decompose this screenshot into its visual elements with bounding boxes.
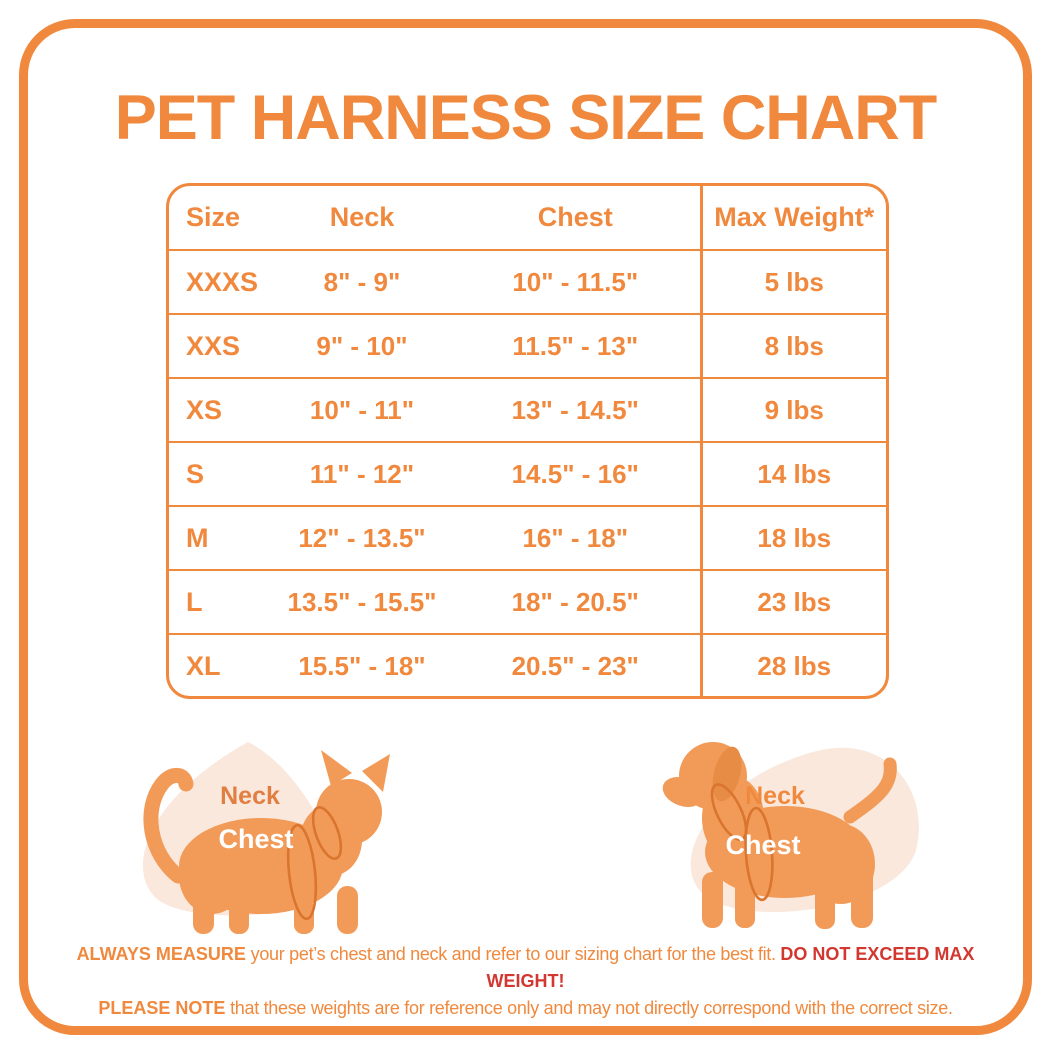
cat-chest-measure-line bbox=[286, 823, 318, 921]
measure-instruction-text: your pet’s chest and neck and refer to o… bbox=[245, 944, 781, 964]
neck-cell: 10" - 11" bbox=[273, 377, 451, 442]
weight-cell: 28 lbs bbox=[699, 633, 886, 696]
weight-cell: 9 lbs bbox=[699, 377, 886, 442]
neck-cell: 9" - 10" bbox=[273, 313, 451, 378]
chest-cell: 20.5" - 23" bbox=[451, 633, 701, 696]
table-row: XS 10" - 11" 13" - 14.5" 9 lbs bbox=[169, 377, 886, 442]
cat-chest-label: Chest bbox=[218, 824, 293, 854]
table-row: M 12" - 13.5" 16" - 18" 18 lbs bbox=[169, 505, 886, 570]
chest-cell: 14.5" - 16" bbox=[451, 441, 701, 506]
note-instruction-text: that these weights are for reference onl… bbox=[225, 998, 953, 1018]
size-cell: L bbox=[169, 569, 273, 634]
weight-cell: 5 lbs bbox=[699, 249, 886, 314]
page-title: PET HARNESS SIZE CHART bbox=[114, 83, 938, 153]
weight-cell: 18 lbs bbox=[699, 505, 886, 570]
cat-neck-label: Neck bbox=[220, 782, 280, 810]
dog-illustration: Neck Chest bbox=[662, 742, 919, 929]
size-cell: XXXS bbox=[169, 249, 273, 314]
chest-cell: 18" - 20.5" bbox=[451, 569, 701, 634]
size-chart-table-container: Size Neck Chest Max Weight* XXXS 8" - 9"… bbox=[166, 183, 889, 699]
table-header-row: Size Neck Chest Max Weight* bbox=[169, 186, 886, 250]
table-row: XXS 9" - 10" 11.5" - 13" 8 lbs bbox=[169, 313, 886, 378]
weight-cell: 8 lbs bbox=[699, 313, 886, 378]
neck-cell: 11" - 12" bbox=[273, 441, 451, 506]
always-measure-text: ALWAYS MEASURE bbox=[76, 944, 246, 964]
chest-cell: 16" - 18" bbox=[451, 505, 701, 570]
neck-cell: 13.5" - 15.5" bbox=[273, 569, 451, 634]
dog-chest-measure-line bbox=[744, 806, 774, 902]
neck-cell: 12" - 13.5" bbox=[273, 505, 451, 570]
size-cell: M bbox=[169, 505, 273, 570]
neck-cell: 8" - 9" bbox=[273, 249, 451, 314]
col-header-size: Size bbox=[186, 202, 241, 232]
col-header-chest: Chest bbox=[537, 202, 613, 232]
cat-silhouette bbox=[143, 750, 390, 934]
col-header-max-weight: Max Weight* bbox=[699, 186, 886, 250]
chest-cell: 10" - 11.5" bbox=[451, 249, 701, 314]
cat-neck-measure-line bbox=[311, 806, 343, 860]
footer-line-1: ALWAYS MEASURE your pet’s chest and neck… bbox=[40, 941, 1011, 995]
size-cell: XXS bbox=[169, 313, 273, 378]
please-note-text: PLEASE NOTE bbox=[98, 998, 226, 1018]
size-table: Size Neck Chest Max Weight* XXXS 8" - 9"… bbox=[169, 186, 886, 696]
size-cell: XS bbox=[169, 377, 273, 442]
max-weight-warning-text: DO NOT EXCEED MAX WEIGHT! bbox=[486, 944, 975, 991]
weight-cell: 14 lbs bbox=[699, 441, 886, 506]
footer-note: ALWAYS MEASURE your pet’s chest and neck… bbox=[40, 941, 1011, 1022]
table-row: XL 15.5" - 18" 20.5" - 23" 28 lbs bbox=[169, 633, 886, 696]
chest-cell: 11.5" - 13" bbox=[451, 313, 701, 378]
size-cell: XL bbox=[169, 633, 273, 696]
col-header-neck: Neck bbox=[329, 202, 395, 232]
table-row: L 13.5" - 15.5" 18" - 20.5" 23 lbs bbox=[169, 569, 886, 634]
neck-cell: 15.5" - 18" bbox=[273, 633, 451, 696]
table-row: XXXS 8" - 9" 10" - 11.5" 5 lbs bbox=[169, 249, 886, 314]
cat-illustration: Neck Chest bbox=[142, 742, 390, 934]
dog-chest-label: Chest bbox=[725, 830, 800, 860]
footer-line-2: PLEASE NOTE that these weights are for r… bbox=[40, 995, 1011, 1022]
dog-ear bbox=[712, 746, 742, 802]
table-row: S 11" - 12" 14.5" - 16" 14 lbs bbox=[169, 441, 886, 506]
size-cell: S bbox=[169, 441, 273, 506]
dog-neck-label: Neck bbox=[745, 782, 805, 810]
chest-cell: 13" - 14.5" bbox=[451, 377, 701, 442]
outer-border-frame bbox=[19, 19, 1032, 1035]
weight-cell: 23 lbs bbox=[699, 569, 886, 634]
dog-neck-measure-line bbox=[710, 783, 748, 841]
